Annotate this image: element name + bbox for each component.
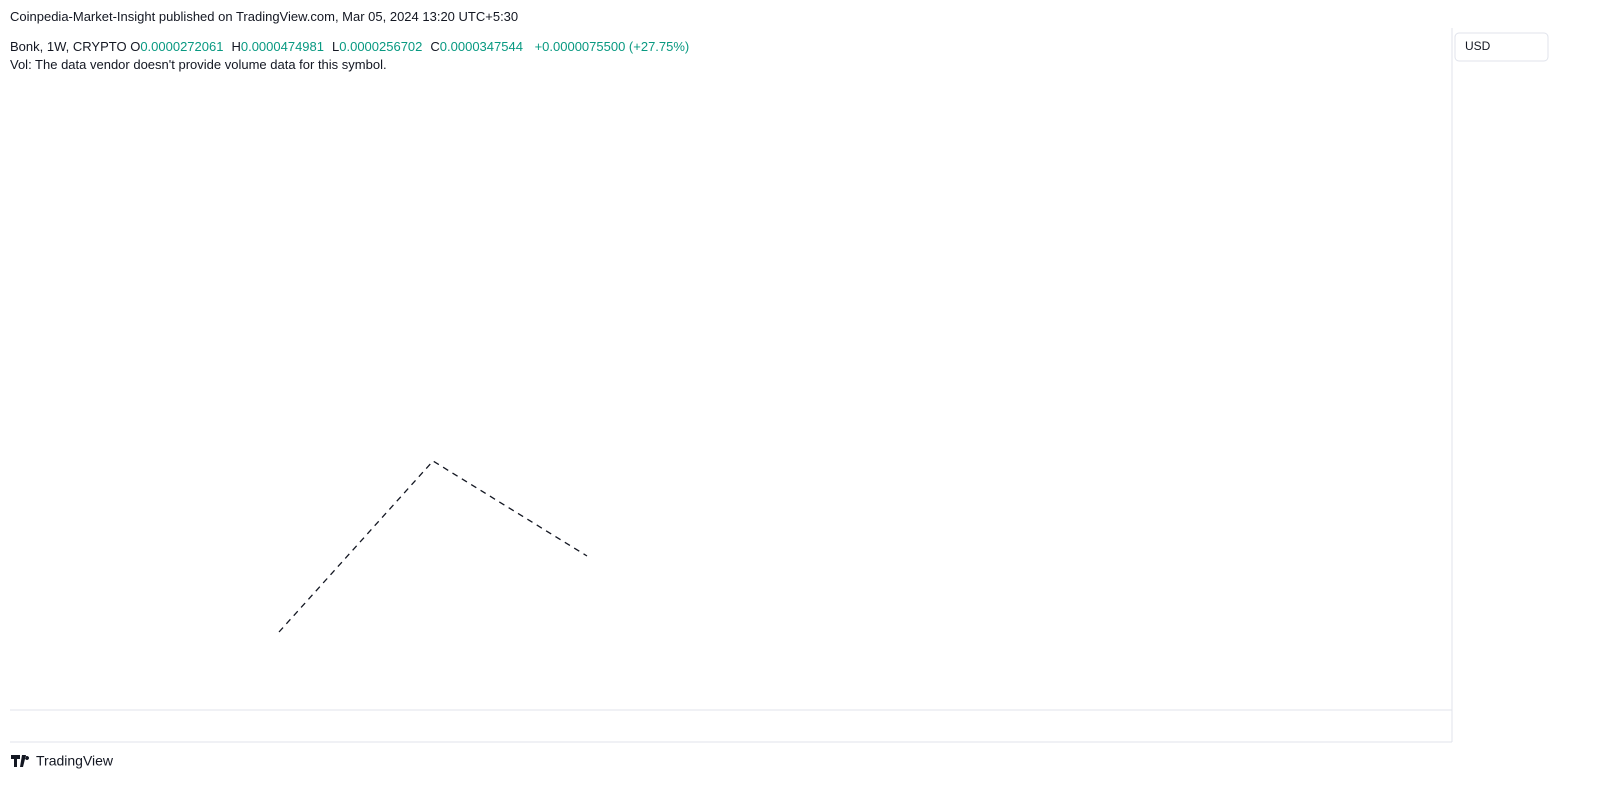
footer-brand: TradingView <box>36 753 114 769</box>
change: +0.0000075500 (+27.75%) <box>534 39 690 54</box>
ohlc-value: 0.0000474981 <box>240 39 325 54</box>
published-line: Coinpedia-Market-Insight published on Tr… <box>10 9 519 24</box>
ohlc-key: O <box>130 39 141 54</box>
ohlc-key: C <box>430 39 440 54</box>
ohlc-key: H <box>231 39 241 54</box>
ohlc-key: L <box>332 39 340 54</box>
ohlc-value: 0.0000347544 <box>439 39 523 54</box>
footer-logo <box>11 755 30 767</box>
plot-area <box>10 28 1452 710</box>
currency-label[interactable]: USD <box>1465 39 1491 53</box>
legend-line: Bonk, 1W, CRYPTO O0.0000272061 H0.0000474… <box>10 39 689 54</box>
volume-note: Vol: The data vendor doesn't provide vol… <box>10 57 387 72</box>
ohlc-value: 0.0000272061 <box>140 39 224 54</box>
symbol: Bonk, 1W, CRYPTO <box>10 39 127 54</box>
currency-button[interactable] <box>1454 32 1549 62</box>
ohlc-value: 0.0000256702 <box>339 39 423 54</box>
